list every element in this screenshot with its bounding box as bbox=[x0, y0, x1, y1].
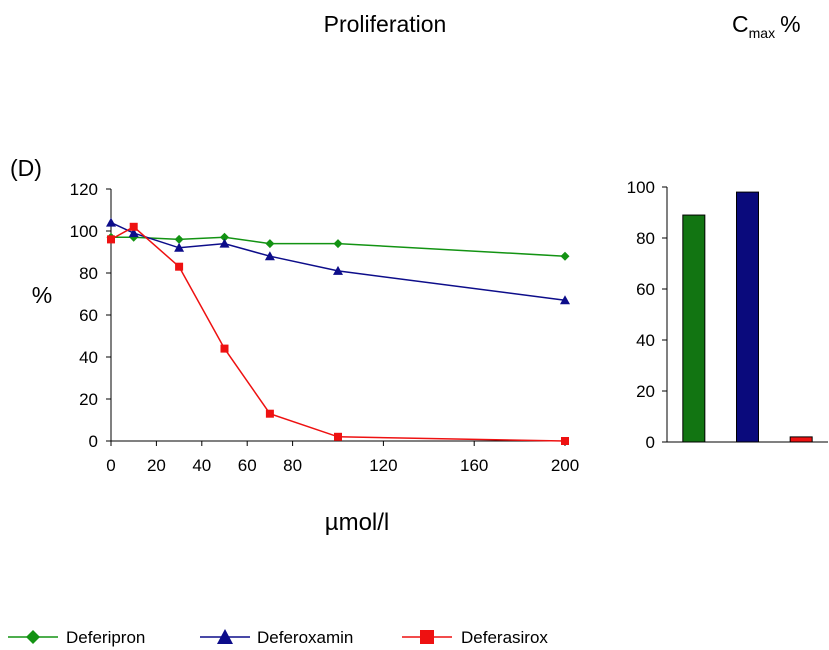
data-point-deferipron bbox=[265, 239, 275, 249]
legend-item-deferipron: Deferipron bbox=[8, 628, 145, 647]
legend-item-deferoxamin: Deferoxamin bbox=[200, 628, 353, 647]
x-tick-label: 200 bbox=[551, 456, 579, 475]
y-tick-label: 100 bbox=[70, 222, 98, 241]
bar-y-tick-label: 80 bbox=[636, 229, 655, 248]
x-tick-label: 120 bbox=[369, 456, 397, 475]
x-tick-label: 80 bbox=[283, 456, 302, 475]
legend-label-deferasirox: Deferasirox bbox=[461, 628, 548, 647]
cmax-label: Cmax% bbox=[732, 11, 801, 41]
series-line-deferoxamin bbox=[110, 221, 566, 302]
panel-label: (D) bbox=[10, 155, 42, 181]
triangle-icon bbox=[217, 629, 233, 644]
data-point-deferasirox bbox=[175, 262, 184, 271]
bar-chart: 0 20 40 60 80 100 bbox=[627, 178, 828, 452]
x-tick-label: 60 bbox=[238, 456, 257, 475]
y-tick-label: 80 bbox=[79, 264, 98, 283]
x-axis-label: µmol/l bbox=[325, 509, 390, 536]
data-point-deferipron bbox=[333, 239, 343, 249]
y-tick-label: 120 bbox=[70, 180, 98, 199]
data-point-deferipron bbox=[220, 232, 229, 242]
data-point-deferipron bbox=[174, 234, 184, 244]
data-point-deferoxamin bbox=[333, 265, 343, 275]
y-axis-label: % bbox=[32, 282, 52, 308]
data-point-deferoxamin bbox=[264, 251, 275, 261]
data-point-deferasirox bbox=[220, 344, 229, 353]
data-point-deferipron bbox=[560, 251, 570, 261]
diamond-icon bbox=[26, 630, 40, 644]
data-point-deferasirox bbox=[107, 235, 115, 244]
x-tick-label: 0 bbox=[106, 456, 115, 475]
y-tick-label: 40 bbox=[79, 348, 98, 367]
data-point-deferasirox bbox=[334, 432, 342, 441]
data-point-deferoxamin bbox=[219, 238, 230, 248]
bar-y-tick-label: 60 bbox=[636, 280, 655, 299]
bar-y-tick-label: 40 bbox=[636, 331, 655, 350]
bar-y-tick-label: 20 bbox=[636, 382, 655, 401]
legend-label-deferipron: Deferipron bbox=[66, 628, 145, 647]
data-point-deferoxamin bbox=[106, 217, 116, 227]
bar-deferipron bbox=[682, 214, 706, 443]
x-tick-label: 160 bbox=[460, 456, 488, 475]
y-tick-label: 20 bbox=[79, 390, 98, 409]
data-point-deferasirox bbox=[561, 437, 569, 445]
data-point-deferoxamin bbox=[174, 242, 185, 252]
bar-deferoxamin bbox=[736, 191, 759, 443]
line-chart: 0 20 40 60 80 100 120 0 20 40 60 80 120 160 200 bbox=[70, 180, 580, 475]
square-icon bbox=[420, 630, 434, 644]
bar-deferasirox bbox=[789, 436, 813, 443]
data-point-deferoxamin bbox=[128, 228, 139, 238]
series-line-deferasirox bbox=[110, 225, 566, 442]
data-point-deferasirox bbox=[265, 409, 274, 418]
bar-y-tick-label: 0 bbox=[646, 433, 655, 452]
legend-label-deferoxamin: Deferoxamin bbox=[257, 628, 353, 647]
data-point-deferoxamin bbox=[560, 295, 570, 305]
bar-y-tick-label: 100 bbox=[627, 178, 655, 197]
y-tick-label: 0 bbox=[89, 432, 98, 451]
cmax-main: C bbox=[732, 11, 749, 37]
legend-item-deferasirox: Deferasirox bbox=[402, 628, 548, 647]
cmax-unit: % bbox=[780, 11, 800, 37]
figure-title: Proliferation bbox=[324, 11, 447, 37]
data-point-deferasirox bbox=[129, 222, 138, 231]
y-tick-label: 60 bbox=[79, 306, 98, 325]
cmax-subscript: max bbox=[749, 25, 775, 41]
x-tick-label: 40 bbox=[192, 456, 211, 475]
legend: Deferipron Deferoxamin Deferasirox bbox=[8, 628, 548, 647]
x-tick-label: 20 bbox=[147, 456, 166, 475]
